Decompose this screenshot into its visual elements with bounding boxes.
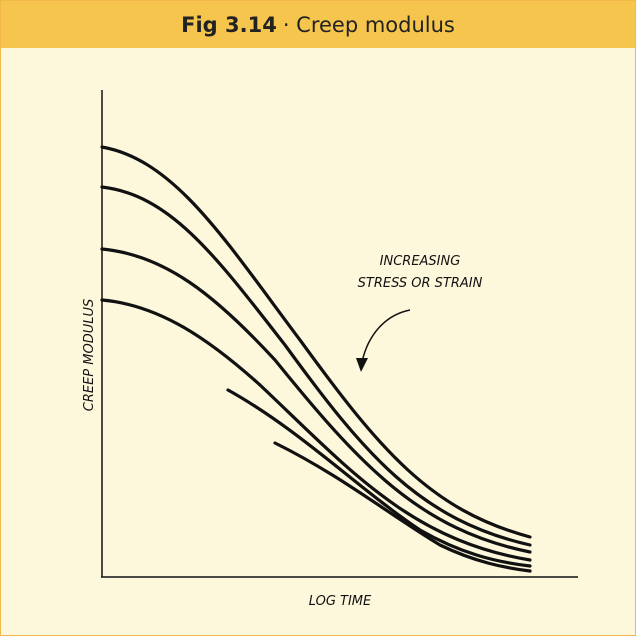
curve: [100, 247, 532, 554]
curve: [100, 185, 532, 547]
arrow: [361, 309, 411, 363]
y-axis-label: CREEP MODULUS: [82, 299, 97, 412]
curve: [226, 388, 532, 568]
curve: [100, 298, 532, 562]
arrow-head: [356, 358, 368, 372]
annotation: STRESS OR STRAIN: [358, 276, 483, 291]
figure-title: · Creep modulus: [282, 12, 455, 37]
figure-number: Fig 3.14: [181, 12, 277, 37]
curve: [273, 441, 532, 573]
x-axis-label: LOG TIME: [309, 594, 372, 609]
header: Fig 3.14 · Creep modulus: [1, 1, 635, 48]
curve: [100, 145, 532, 539]
annotation: INCREASING: [380, 254, 461, 269]
